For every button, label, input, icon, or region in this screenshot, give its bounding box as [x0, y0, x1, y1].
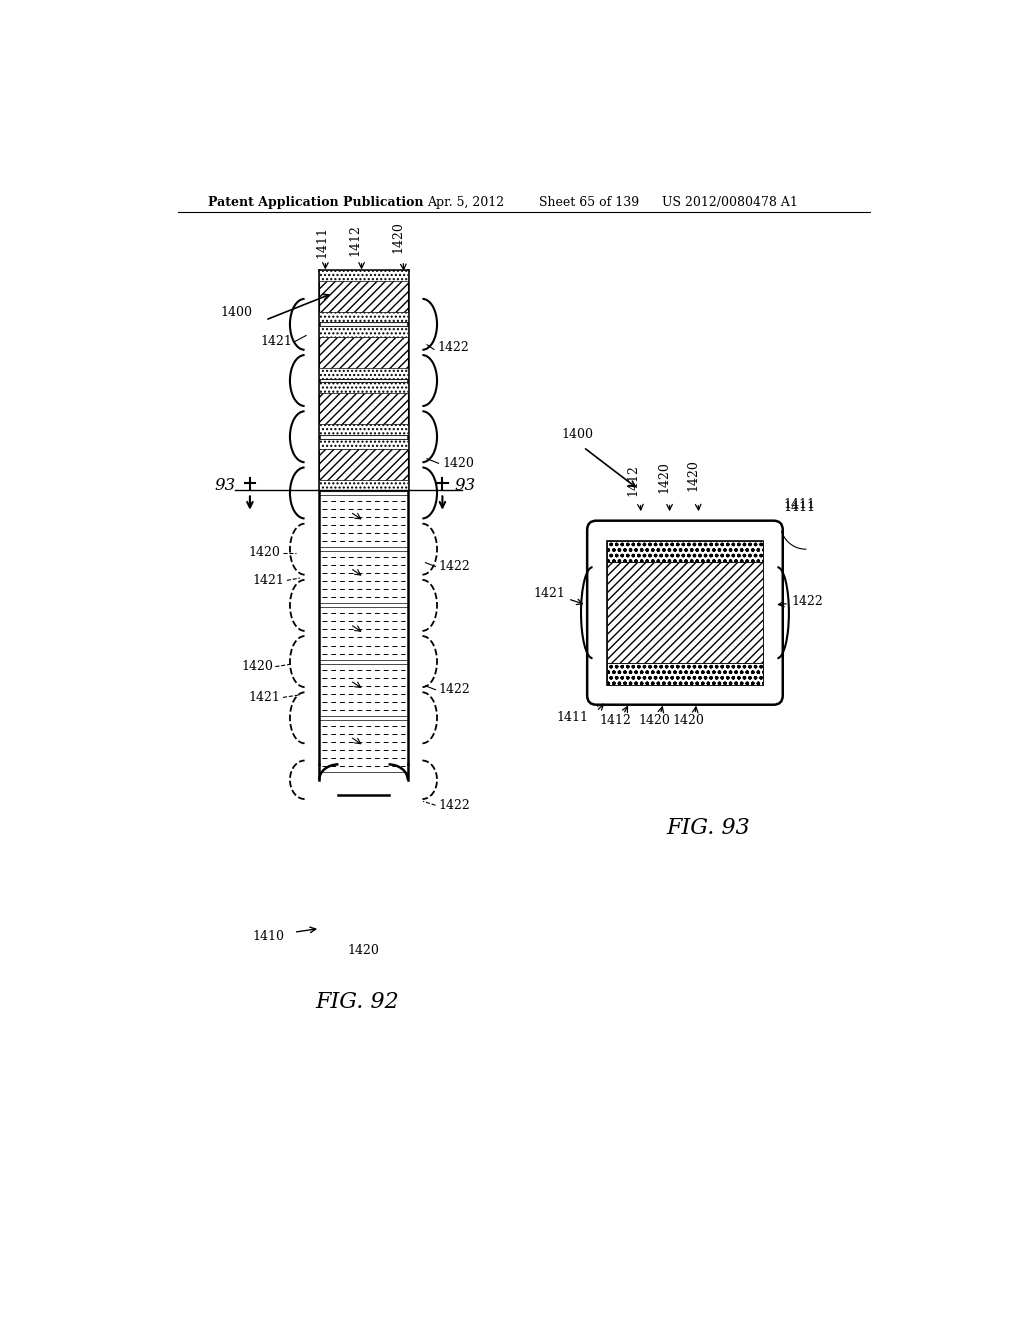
Text: 1422: 1422	[438, 684, 470, 696]
Text: 1412: 1412	[626, 463, 639, 496]
Text: 1411: 1411	[783, 500, 815, 513]
Bar	[319, 312, 408, 322]
Bar	[319, 368, 408, 379]
Text: 1422: 1422	[438, 799, 470, 812]
Text: 1421: 1421	[249, 690, 281, 704]
Text: 1411: 1411	[315, 227, 328, 259]
Bar	[319, 271, 408, 281]
Text: 1422: 1422	[438, 560, 470, 573]
Text: FIG. 92: FIG. 92	[315, 990, 399, 1012]
Text: Apr. 5, 2012: Apr. 5, 2012	[427, 195, 504, 209]
Text: 1421: 1421	[253, 574, 285, 587]
Text: 93: 93	[215, 477, 237, 494]
Text: 1420: 1420	[686, 459, 699, 491]
Text: 1421: 1421	[260, 335, 292, 348]
Text: Sheet 65 of 139: Sheet 65 of 139	[539, 195, 639, 209]
Text: 1420: 1420	[638, 714, 670, 727]
Text: 1420: 1420	[673, 714, 705, 727]
Text: 1410: 1410	[253, 929, 285, 942]
Bar	[319, 383, 408, 434]
Text: 1420: 1420	[249, 546, 281, 560]
Text: US 2012/0080478 A1: US 2012/0080478 A1	[662, 195, 798, 209]
Text: Patent Application Publication: Patent Application Publication	[208, 195, 423, 209]
Text: 1411: 1411	[557, 711, 589, 725]
Bar	[319, 271, 408, 322]
Bar	[607, 541, 763, 685]
Bar	[607, 562, 763, 663]
Bar	[607, 663, 763, 685]
Text: 1421: 1421	[534, 587, 565, 601]
Text: 1422: 1422	[437, 341, 469, 354]
Bar	[319, 438, 408, 491]
Text: 1420: 1420	[241, 660, 273, 673]
Text: FIG. 93: FIG. 93	[667, 817, 750, 840]
Text: 1420: 1420	[347, 944, 379, 957]
Text: 1412: 1412	[600, 714, 632, 727]
Text: 1420: 1420	[442, 457, 474, 470]
Text: 1420: 1420	[391, 222, 404, 253]
Text: 1412: 1412	[349, 224, 361, 256]
Text: 93: 93	[454, 477, 475, 494]
Text: 1420: 1420	[657, 461, 671, 492]
Bar	[319, 383, 408, 393]
Bar	[319, 326, 408, 379]
Text: 1400: 1400	[220, 306, 252, 319]
Bar	[319, 480, 408, 491]
Bar	[607, 541, 763, 562]
Bar	[319, 424, 408, 434]
Text: 1411: 1411	[783, 499, 815, 511]
Bar	[319, 326, 408, 337]
Text: 1400: 1400	[562, 428, 594, 441]
Bar	[319, 438, 408, 449]
FancyBboxPatch shape	[587, 520, 782, 705]
Text: 1422: 1422	[792, 594, 823, 607]
